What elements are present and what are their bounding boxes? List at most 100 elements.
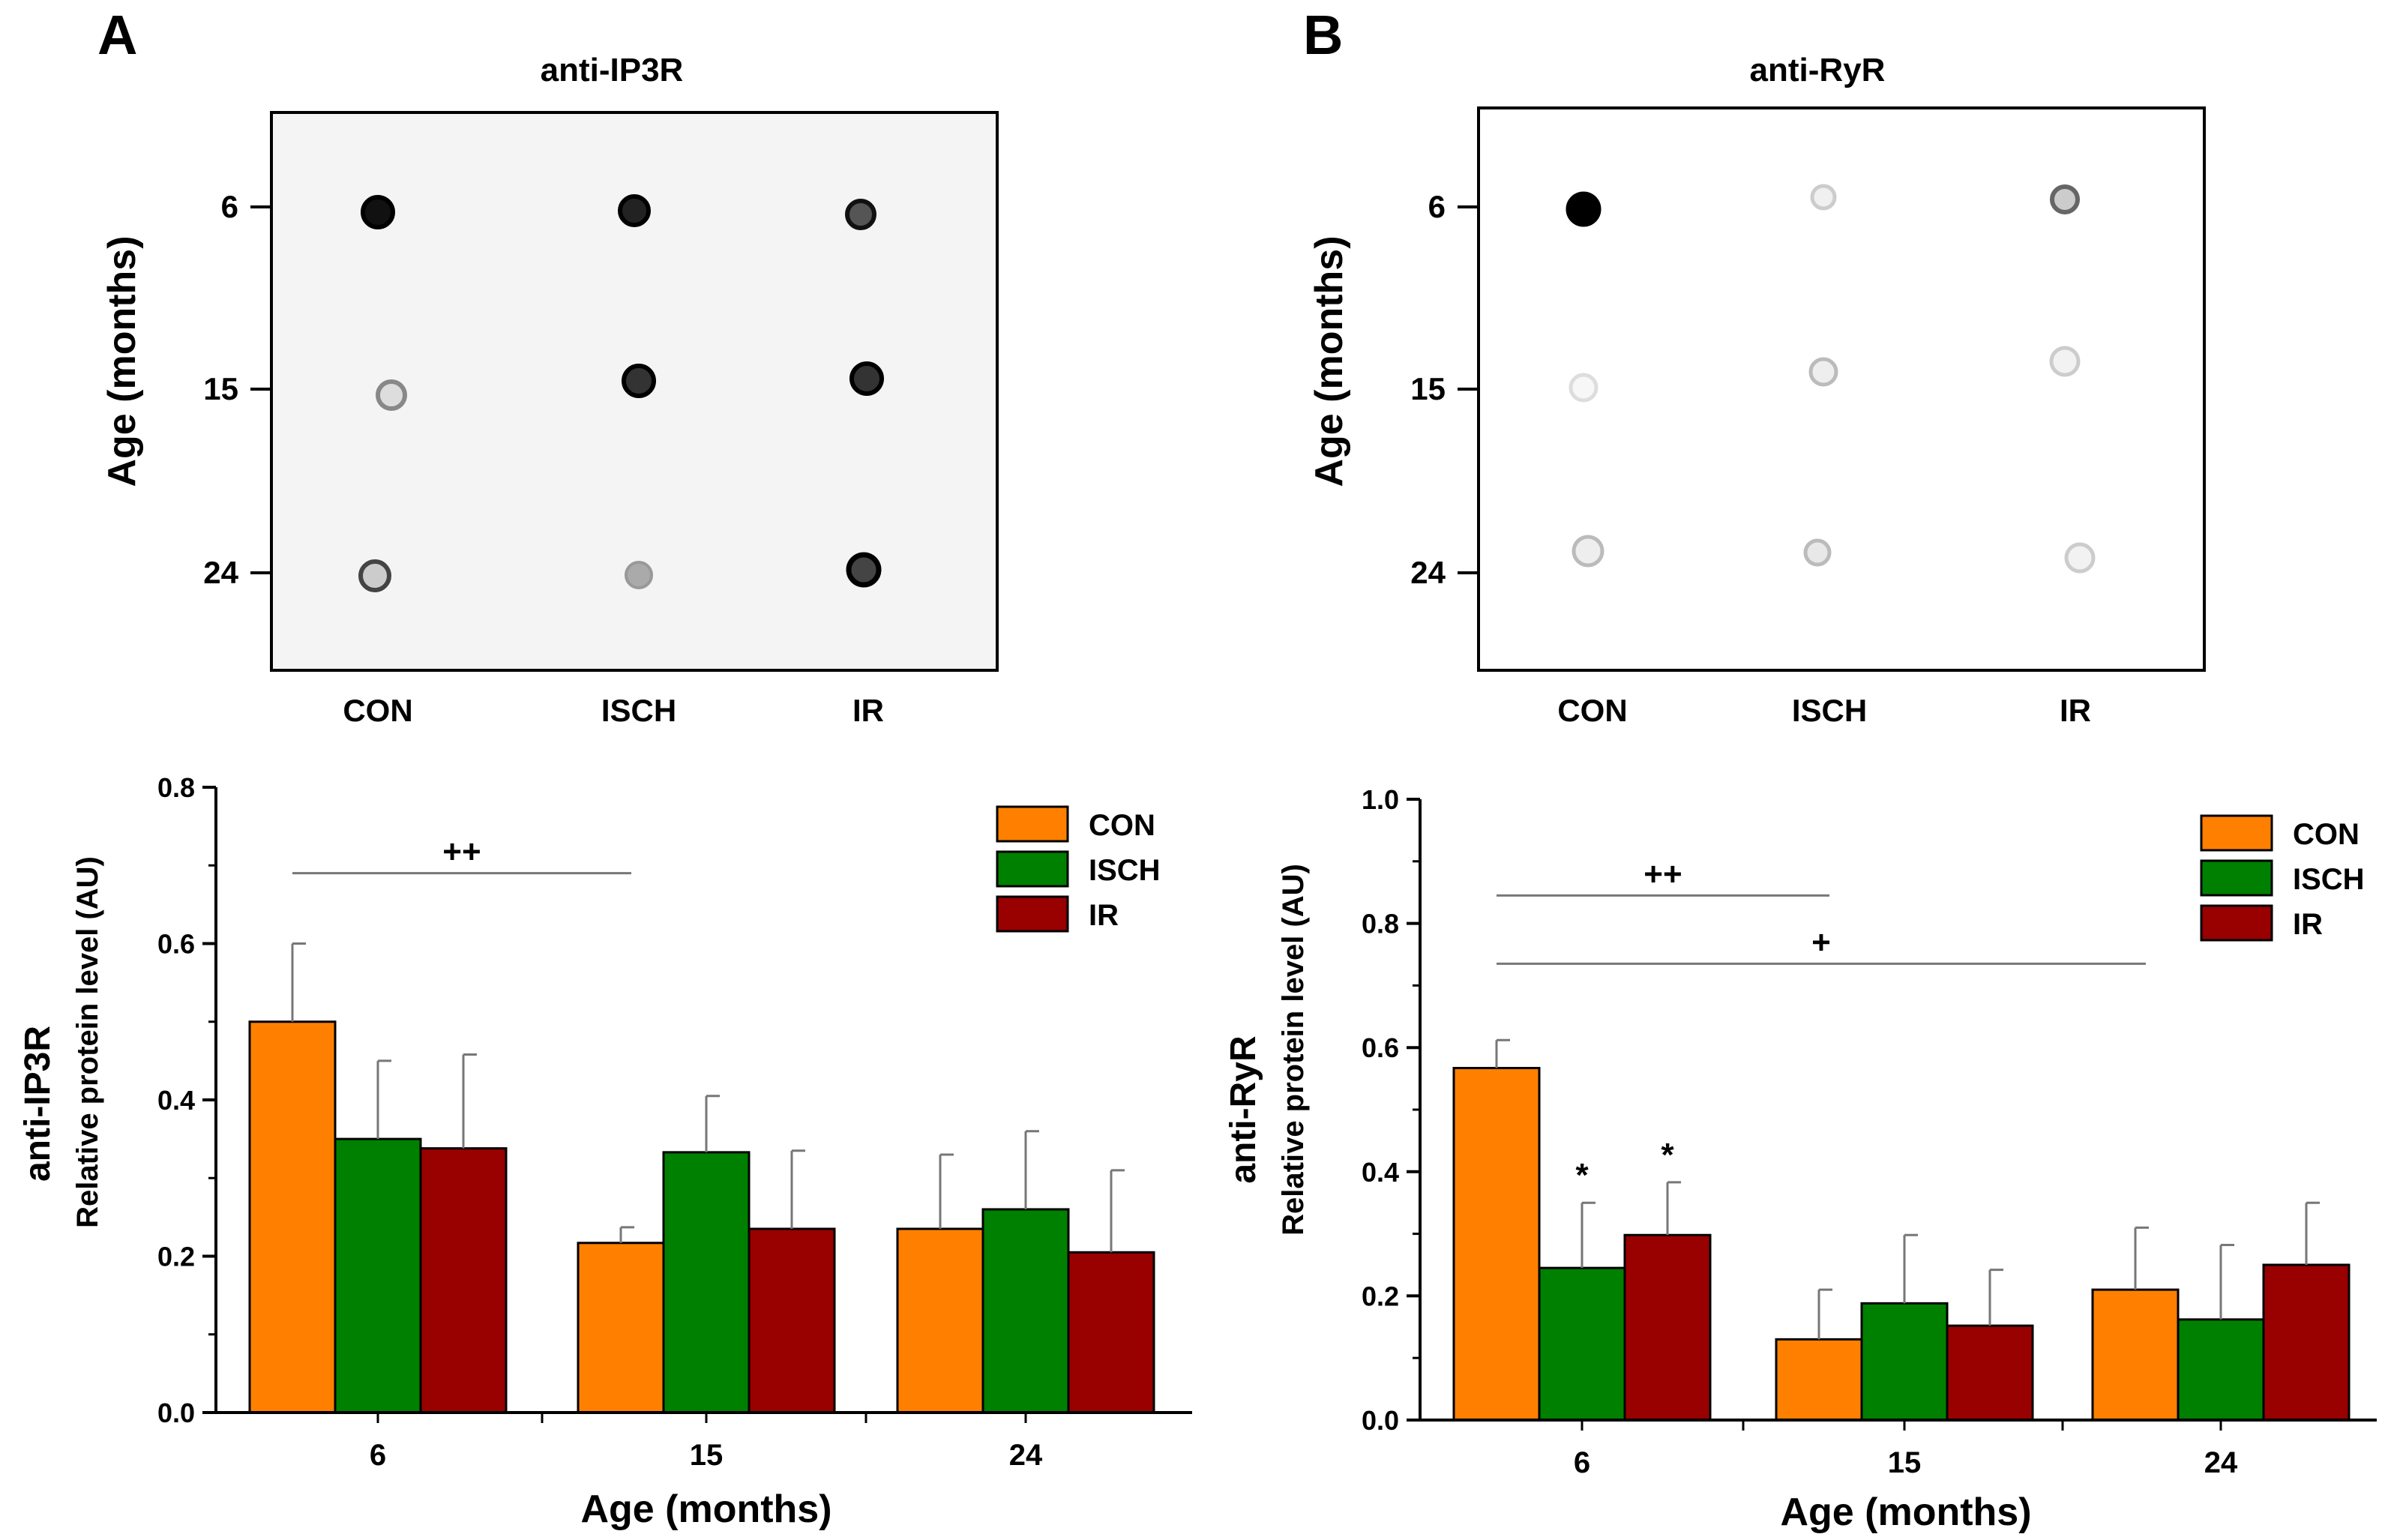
legend-swatch-con — [996, 805, 1069, 843]
blot-dot — [845, 199, 876, 230]
legend-swatch-ir — [996, 895, 1069, 933]
panel-b-chart-legend: CON ISCH IR — [2200, 814, 2365, 942]
blot-dot — [846, 552, 882, 588]
bar-ir-15 — [1946, 1324, 2034, 1422]
panel-b-blot-row-labels: 6 15 24 — [1410, 189, 1479, 590]
x-tick-label: 24 — [1009, 1439, 1043, 1472]
y-tick-label: 0.8 — [1362, 909, 1399, 939]
blot-dot — [2064, 542, 2096, 574]
panel-b: B anti-RyR Age (months) 6 15 24 CON ISCH… — [1224, 4, 2377, 1534]
panel-b-blot-row-24: 24 — [1410, 555, 1446, 590]
bar-ir-15 — [748, 1227, 836, 1414]
panel-a-blot-col-con: CON — [343, 693, 412, 728]
blot-dot — [1566, 191, 1601, 227]
y-tick-label: 0.2 — [157, 1242, 195, 1272]
legend-label-ir: IR — [1089, 899, 1119, 932]
x-tick-label: 15 — [1888, 1446, 1922, 1479]
panel-a-chart-ylabel: anti-IP3R — [18, 1026, 58, 1182]
panel-a-blot-title: anti-IP3R — [541, 52, 684, 88]
y-tick-label: 0.0 — [1362, 1405, 1399, 1436]
significance-mark: ++ — [442, 834, 481, 870]
bar-con-6 — [248, 1020, 337, 1414]
blot-dot — [1572, 535, 1604, 568]
significance-mark: ++ — [1643, 855, 1682, 892]
blot-dot — [1803, 538, 1832, 567]
panel-b-blot-ylabel: Age (months) — [1308, 235, 1351, 487]
panel-a-chart-ylabel-sub: Relative protein level (AU) — [71, 856, 104, 1228]
legend-swatch-isch — [996, 850, 1069, 888]
panel-a: A anti-IP3R Age (months) 6 15 24 CON ISC… — [18, 4, 1192, 1531]
panel-b-blot-col-isch: ISCH — [1792, 693, 1867, 728]
blot-dot — [358, 559, 391, 592]
y-tick-label: 0.4 — [157, 1085, 195, 1116]
panel-b-chart: anti-RyR Relative protein level (AU) Age… — [1224, 784, 2377, 1534]
panel-a-blot-col-isch: ISCH — [601, 693, 676, 728]
panel-a-blot-row-6: 6 — [221, 189, 238, 224]
bar-isch-15 — [662, 1151, 751, 1414]
y-tick-label: 0.4 — [1362, 1157, 1399, 1188]
panel-a-chart: anti-IP3R Relative protein level (AU) Ag… — [18, 772, 1192, 1531]
blot-dot — [1569, 373, 1598, 403]
blot-dot — [1808, 357, 1838, 387]
panel-a-chart-xlabel: Age (months) — [580, 1488, 831, 1531]
bar-con-15 — [577, 1242, 665, 1414]
y-tick-label: 0.2 — [1362, 1281, 1399, 1311]
legend-label-con: CON — [1089, 809, 1155, 842]
legend-label-isch: ISCH — [1089, 854, 1161, 887]
panel-a-blot-ylabel: Age (months) — [100, 235, 144, 487]
panel-b-letter: B — [1303, 4, 1343, 66]
star-mark: * — [1661, 1137, 1674, 1173]
x-tick-label: 6 — [1574, 1446, 1590, 1479]
legend-swatch-con — [2200, 814, 2273, 852]
x-tick-label: 15 — [690, 1439, 724, 1472]
blot-dot — [2050, 184, 2080, 214]
panel-b-blot-title: anti-RyR — [1750, 52, 1886, 88]
blot-dot — [361, 195, 395, 229]
blot-dot — [1810, 184, 1837, 211]
bar-isch-24 — [2177, 1318, 2265, 1422]
y-tick-label: 1.0 — [1362, 784, 1399, 815]
blot-dot — [849, 361, 884, 396]
x-tick-label: 6 — [370, 1439, 386, 1472]
bar-con-24 — [2091, 1288, 2180, 1422]
significance-mark: + — [1811, 924, 1831, 960]
legend-label-isch: ISCH — [2293, 863, 2365, 896]
bar-con-15 — [1775, 1338, 1863, 1422]
panel-b-blot-col-con: CON — [1557, 693, 1627, 728]
legend-swatch-isch — [2200, 859, 2273, 897]
y-tick-label: 0.0 — [157, 1398, 195, 1428]
panel-b-blot-row-6: 6 — [1428, 189, 1446, 224]
panel-b-blot-col-labels: CON ISCH IR — [1557, 693, 2091, 728]
panel-b-chart-xlabel: Age (months) — [1780, 1491, 2031, 1534]
bar-con-24 — [896, 1227, 984, 1414]
panel-a-blot-row-labels: 6 15 24 — [203, 189, 271, 590]
y-tick-label: 0.6 — [157, 929, 195, 960]
panel-a-blot: anti-IP3R Age (months) 6 15 24 CON ISCH … — [100, 52, 999, 728]
bar-ir-6 — [1623, 1233, 1712, 1422]
blot-dot — [618, 194, 651, 227]
bar-con-6 — [1452, 1067, 1541, 1422]
bar-isch-24 — [981, 1208, 1070, 1414]
x-tick-label: 24 — [2204, 1446, 2238, 1479]
panel-b-blot-row-15: 15 — [1410, 371, 1446, 406]
panel-b-blot-col-ir: IR — [2060, 693, 2091, 728]
y-tick-label: 0.6 — [1362, 1032, 1399, 1063]
blot-dot — [376, 379, 407, 411]
panel-a-blot-col-ir: IR — [852, 693, 884, 728]
legend-swatch-ir — [2200, 904, 2273, 942]
panel-a-blot-dots — [358, 194, 884, 592]
panel-b-chart-ylabel-sub: Relative protein level (AU) — [1277, 864, 1310, 1236]
panel-b-chart-ylabel: anti-RyR — [1224, 1035, 1263, 1183]
bar-ir-24 — [1067, 1251, 1155, 1414]
panel-b-chart-plot: 0.00.20.40.60.81.06 15 24+++** — [1362, 784, 2377, 1479]
star-mark: * — [1575, 1157, 1589, 1194]
blot-dot — [2049, 346, 2081, 377]
panel-a-blot-row-24: 24 — [203, 555, 238, 590]
legend-label-ir: IR — [2293, 908, 2323, 941]
y-tick-label: 0.8 — [157, 772, 195, 803]
panel-a-blot-col-labels: CON ISCH IR — [343, 693, 884, 728]
bar-ir-24 — [2262, 1263, 2351, 1422]
panel-b-blot-frame — [1477, 106, 2206, 672]
bar-isch-15 — [1860, 1302, 1949, 1422]
